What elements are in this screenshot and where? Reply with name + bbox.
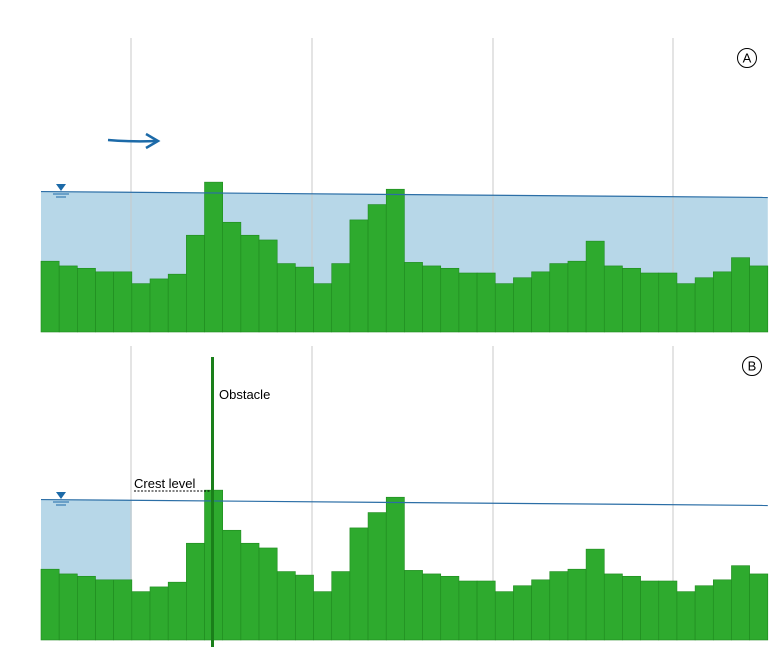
bed-cell (367, 512, 387, 641)
bed-cell (149, 586, 169, 641)
bed-cell (731, 257, 750, 333)
bed-cell (40, 568, 60, 641)
bed-cell (77, 267, 96, 333)
water-surface-line (40, 498, 768, 507)
bed-cell (385, 496, 405, 641)
bed-cell (349, 219, 369, 333)
bed-cell (712, 579, 732, 641)
bed-cell (95, 271, 114, 333)
bed-cell (494, 591, 514, 641)
bed-cell (640, 272, 660, 333)
bed-cell (749, 265, 769, 333)
bed-cell (276, 571, 296, 641)
bed-cell (113, 271, 133, 333)
bed-cell (422, 265, 442, 333)
bed-cell (585, 240, 605, 333)
bed-cell (494, 283, 514, 333)
bed-cell (622, 575, 641, 641)
bed-cell (404, 570, 423, 641)
bed-cell (694, 277, 714, 333)
bed-cell (513, 585, 532, 641)
bed-cell (222, 221, 242, 333)
bed-cell (204, 181, 223, 333)
bed-cell (549, 263, 569, 333)
bed-cell (367, 204, 387, 333)
bed-cell (603, 265, 623, 333)
water-surface (40, 498, 768, 507)
bed-cell (585, 548, 605, 641)
bed-cell (476, 580, 496, 641)
bed-cell (531, 579, 551, 641)
bed-cell (349, 527, 369, 641)
bed-cell (167, 273, 187, 333)
bed-cell (531, 271, 551, 333)
bed-cell (167, 581, 187, 641)
bed-cell (276, 263, 296, 333)
water-surface (40, 190, 768, 199)
bed-cell (240, 542, 260, 641)
bed-cell (422, 573, 442, 641)
bed-cell (58, 573, 78, 641)
bed-profile (40, 489, 769, 641)
svg-text:A: A (743, 51, 752, 66)
bed-cell (676, 283, 696, 333)
bed-cell (549, 571, 569, 641)
bed-cell (404, 262, 423, 333)
bed-cell (458, 272, 478, 333)
obstacle-post (211, 357, 214, 647)
panel-label-b: B (742, 356, 762, 376)
bed-cell (222, 529, 242, 641)
water-surface-line (40, 190, 768, 199)
bed-cell (295, 266, 314, 333)
obstacle-label: Obstacle (219, 387, 270, 402)
flow-direction-arrow-icon (107, 132, 161, 150)
bed-cell (567, 568, 587, 641)
bed-cell (40, 260, 60, 333)
bed-cell (77, 575, 96, 641)
bed-cell (694, 585, 714, 641)
bed-cell (113, 579, 133, 641)
bed-cell (458, 580, 478, 641)
bed-cell (749, 573, 769, 641)
water-level-triangle-icon (53, 184, 69, 198)
panel-b: Obstacle Crest level B (40, 346, 769, 647)
bed-cell (95, 579, 114, 641)
bed-cell (567, 260, 587, 333)
bed-cell (658, 580, 678, 641)
bed-cell (385, 188, 405, 333)
bed-cell (712, 271, 732, 333)
bed-profile (40, 181, 769, 333)
bed-cell (295, 574, 314, 641)
bed-cell (622, 267, 641, 333)
bed-cell (440, 575, 460, 641)
bed-cell (186, 234, 205, 333)
bed-cell (331, 571, 351, 641)
bed-cell (640, 580, 660, 641)
panel-label-a: A (737, 48, 757, 68)
panel-a: A (40, 38, 769, 333)
bed-cell (240, 234, 260, 333)
svg-text:B: B (748, 359, 757, 374)
water-level-triangle-icon (53, 492, 69, 506)
bed-cell (186, 542, 205, 641)
bed-cell (58, 265, 78, 333)
bed-cell (258, 547, 278, 641)
crest-level-label: Crest level (134, 476, 196, 491)
bed-cell (476, 272, 496, 333)
bed-cell (658, 272, 678, 333)
bed-cell (513, 277, 532, 333)
bed-cell (131, 283, 151, 333)
bed-cell (313, 591, 333, 641)
bed-cell (149, 278, 169, 333)
bed-cell (331, 263, 351, 333)
bed-cell (313, 283, 333, 333)
bed-cell (258, 239, 278, 333)
bed-cell (731, 565, 750, 641)
bed-cell (603, 573, 623, 641)
bed-cell (440, 267, 460, 333)
bed-cell (131, 591, 151, 641)
bed-cell (676, 591, 696, 641)
